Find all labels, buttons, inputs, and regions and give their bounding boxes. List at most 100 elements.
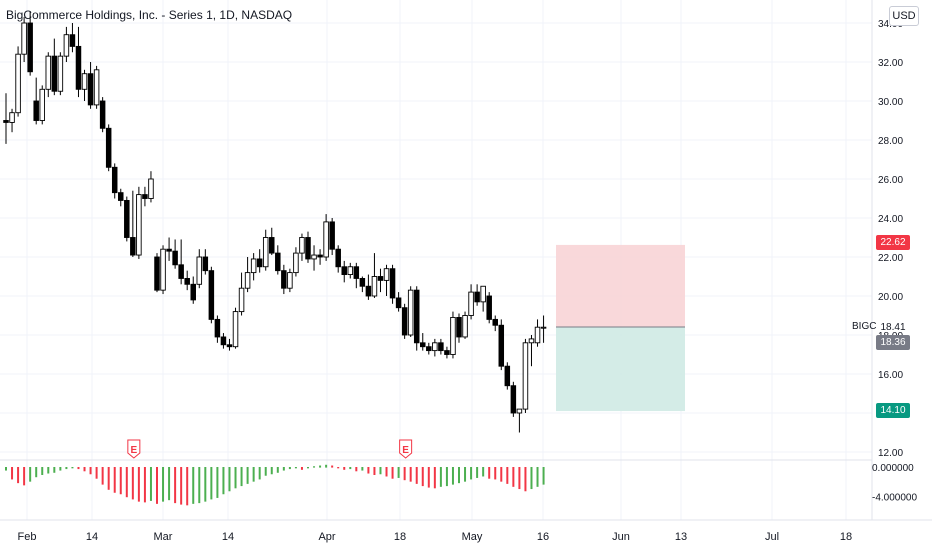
position-symbol-label: BIGC	[852, 321, 877, 332]
candle-body	[323, 221, 329, 258]
price-axis-tick: 24.00	[878, 214, 903, 225]
candle-body	[335, 248, 341, 268]
candle-body	[528, 338, 535, 344]
time-axis-label: Mar	[154, 531, 173, 543]
candle-body	[486, 295, 492, 320]
candle-body	[172, 250, 178, 266]
candle-body	[347, 266, 354, 275]
candle-body	[160, 248, 166, 291]
time-axis-label: 18	[840, 531, 852, 543]
price-axis-tick: 22.00	[878, 253, 903, 264]
price-axis-tick: 26.00	[878, 175, 903, 186]
candle-body	[208, 270, 215, 320]
earnings-marker-label: E	[131, 445, 138, 456]
price-axis-tick: 16.00	[878, 370, 903, 381]
candle-body	[69, 34, 76, 47]
candle-body	[365, 285, 372, 297]
time-axis-label: 16	[537, 531, 549, 543]
candle-body	[75, 45, 82, 90]
candle-body	[226, 344, 233, 348]
candle-body	[275, 252, 281, 272]
candle-body	[244, 272, 251, 289]
candle-body	[190, 283, 196, 301]
candle-body	[51, 55, 58, 92]
candle-body	[540, 326, 547, 329]
currency-button[interactable]: USD	[889, 6, 919, 26]
candle-body	[118, 192, 124, 201]
candle-body	[256, 258, 263, 268]
time-axis-label: Jun	[612, 531, 630, 543]
candle-body	[474, 291, 480, 303]
candle-body	[136, 194, 142, 256]
candle-body	[480, 285, 486, 303]
candle-body	[9, 112, 15, 123]
candle-body	[450, 317, 456, 355]
time-axis-label: Apr	[318, 531, 335, 543]
time-axis-label: 14	[86, 531, 98, 543]
price-axis-tick: 12.00	[878, 448, 903, 459]
candle-body	[148, 178, 154, 199]
candle-body	[142, 194, 148, 199]
candle-body	[63, 34, 70, 57]
candle-body	[317, 254, 323, 258]
time-axis-label: 14	[222, 531, 234, 543]
candle-body	[262, 237, 269, 268]
candle-body	[184, 278, 190, 285]
candle-body	[124, 199, 130, 238]
price-axis-tick: 20.00	[878, 292, 903, 303]
candle-body	[468, 291, 474, 316]
candle-body	[3, 120, 9, 123]
candle-body	[383, 268, 390, 281]
candle-body	[105, 127, 112, 168]
candle-body	[329, 221, 335, 250]
candle-body	[498, 324, 505, 367]
candle-body	[389, 268, 396, 299]
candle-body	[401, 307, 408, 336]
candle-body	[196, 256, 203, 285]
stop-loss-zone	[556, 244, 685, 328]
candle-body	[456, 317, 462, 338]
take-profit-zone	[556, 327, 685, 412]
candle-body	[426, 346, 432, 352]
candle-body	[238, 287, 245, 313]
candle-body	[371, 276, 378, 297]
candle-body	[438, 342, 444, 352]
price-axis-tick: 32.00	[878, 58, 903, 69]
candle-body	[21, 22, 27, 55]
candle-body	[220, 336, 227, 346]
target-price-tag: 14.10	[876, 403, 910, 418]
earnings-marker-icon[interactable]: E	[127, 439, 141, 459]
candle-body	[516, 408, 523, 414]
candle-body	[377, 276, 384, 281]
earnings-marker-shape	[399, 439, 413, 459]
candle-body	[341, 266, 347, 275]
candle-body	[504, 365, 511, 387]
candle-body	[407, 289, 414, 336]
earnings-marker-icon[interactable]: E	[399, 439, 413, 459]
time-axis-label: Feb	[18, 531, 37, 543]
candle-body	[154, 256, 160, 291]
osc-axis-tick: 0.000000	[872, 463, 914, 474]
candle-body	[27, 22, 33, 73]
price-axis-tick: 28.00	[878, 136, 903, 147]
candle-body	[214, 318, 221, 338]
candle-body	[492, 318, 498, 326]
time-axis-label: Jul	[765, 531, 779, 543]
candle-body	[287, 272, 293, 289]
candle-body	[178, 264, 184, 279]
candle-body	[281, 270, 287, 289]
candle-body	[99, 100, 106, 129]
candle-body	[420, 342, 426, 348]
last-price-tag: 18.36	[876, 335, 910, 350]
candle-body	[510, 385, 517, 414]
candle-body	[444, 350, 450, 355]
candle-body	[93, 69, 100, 106]
candle-body	[15, 53, 21, 114]
candle-body	[130, 237, 136, 256]
candle-body	[111, 166, 118, 194]
time-axis-label: May	[462, 531, 483, 543]
candle-body	[359, 278, 366, 287]
osc-axis-tick: -4.000000	[872, 493, 917, 504]
